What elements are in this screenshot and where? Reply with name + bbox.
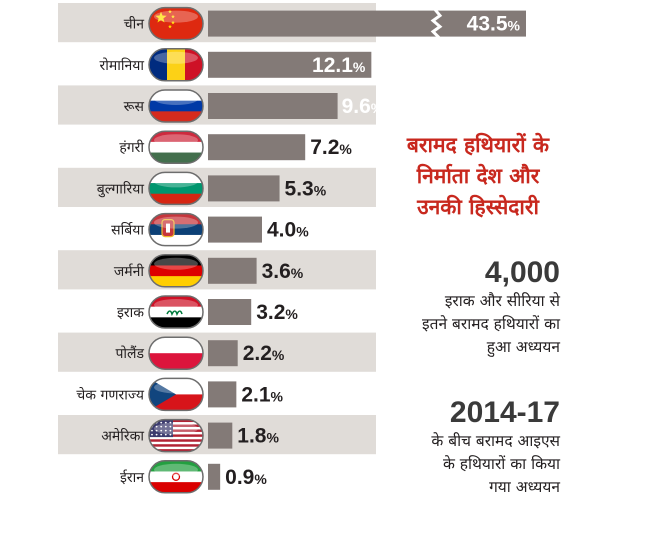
chart-row: सर्बिया 4.0% — [58, 209, 376, 249]
value-label: 9.6% — [342, 95, 384, 118]
chart-title: बरामद हथियारों के निर्माता देश और उनकी ह… — [378, 130, 578, 223]
chart-row: इराक 3.2% — [58, 291, 376, 331]
stat-line: के हथियारों का किया — [442, 455, 560, 473]
bar — [208, 340, 238, 367]
bar — [208, 175, 280, 202]
stat-weapons-studied: 4,000 इराक और सीरिया से इतने बरामद हथिया… — [422, 256, 560, 359]
bar — [208, 381, 237, 408]
title-line: उनकी हिस्सेदारी — [417, 195, 539, 219]
bar — [208, 216, 262, 243]
chart-row: पोलैंड 2.2% — [58, 332, 376, 372]
category-label: ईरान — [120, 469, 144, 486]
stat-line: हुआ अध्ययन — [486, 338, 560, 356]
value-label: 12.1% — [312, 54, 366, 77]
category-label: रोमानिया — [100, 57, 145, 74]
value-label: 2.1% — [241, 383, 283, 406]
category-label: जर्मनी — [114, 263, 145, 280]
stat-line: गया अध्ययन — [489, 478, 560, 496]
category-label: चीन — [124, 16, 145, 33]
bar — [208, 51, 372, 78]
chart-rows: चीन 43.5% रोमानिया 12.1% रूस 9.6% हंगरी 7.2% बुल… — [58, 3, 526, 496]
china-flag-icon — [148, 6, 204, 41]
value-label: 5.3% — [285, 177, 327, 200]
bar — [208, 134, 306, 161]
chart-row: जर्मनी 3.6% — [58, 250, 376, 290]
stat-number: 4,000 — [484, 256, 560, 289]
stat-line: के बीच बरामद आइएस — [431, 432, 560, 450]
stat-line: इराक और सीरिया से — [444, 292, 560, 310]
stat-number: 2014-17 — [449, 396, 560, 429]
category-label: सर्बिया — [111, 222, 144, 239]
russia-flag-icon — [148, 89, 204, 123]
chart-row: रूस 9.6% — [58, 85, 384, 125]
title-line: बरामद हथियारों के — [406, 133, 550, 157]
iraq-flag-icon — [148, 295, 204, 329]
bar — [208, 10, 526, 37]
chart-row: हंगरी 7.2% — [58, 126, 376, 166]
value-label: 3.6% — [262, 260, 304, 283]
axis-break-mark — [430, 8, 443, 39]
stat-period: 2014-17 के बीच बरामद आइएस के हथियारों का… — [431, 396, 560, 499]
stat-line: इतने बरामद हथियारों का — [422, 315, 560, 333]
category-label: पोलैंड — [115, 345, 144, 362]
category-label: इराक — [117, 305, 144, 321]
bar — [208, 463, 221, 490]
bar — [208, 257, 257, 284]
serbia-flag-icon — [148, 212, 204, 247]
category-label: चेक गणराज्य — [76, 386, 144, 403]
hungary-flag-icon — [148, 130, 204, 164]
category-label: अमेरिका — [101, 428, 144, 445]
value-label: 43.5% — [467, 13, 521, 36]
bar — [208, 93, 338, 119]
bar — [208, 422, 233, 449]
chart-row: रोमानिया 12.1% — [58, 44, 376, 84]
title-line: निर्माता देश और — [416, 164, 540, 188]
czech-flag-icon — [148, 377, 204, 412]
category-label: रूस — [124, 99, 145, 115]
iran-flag-icon — [148, 460, 204, 494]
value-label: 3.2% — [256, 301, 298, 324]
category-label: हंगरी — [119, 139, 144, 156]
chart-row: बुल्गारिया 5.3% — [58, 167, 376, 207]
value-label: 1.8% — [237, 425, 279, 448]
chart-row: अमेरिका 1.8% — [58, 415, 376, 455]
chart-row: ईरान 0.9% — [58, 456, 376, 496]
germany-flag-icon — [148, 254, 204, 288]
bar — [208, 299, 252, 325]
value-label: 0.9% — [225, 466, 267, 489]
poland-flag-icon — [148, 336, 204, 370]
romania-flag-icon — [148, 48, 204, 82]
usa-flag-icon — [148, 418, 204, 453]
chart-row: चीन 43.5% — [58, 3, 526, 43]
chart-row: चेक गणराज्य 2.1% — [58, 373, 376, 413]
value-label: 7.2% — [310, 136, 352, 159]
value-label: 4.0% — [267, 219, 309, 242]
bulgaria-flag-icon — [148, 171, 204, 206]
value-label: 2.2% — [243, 342, 285, 365]
category-label: बुल्गारिया — [97, 180, 145, 197]
